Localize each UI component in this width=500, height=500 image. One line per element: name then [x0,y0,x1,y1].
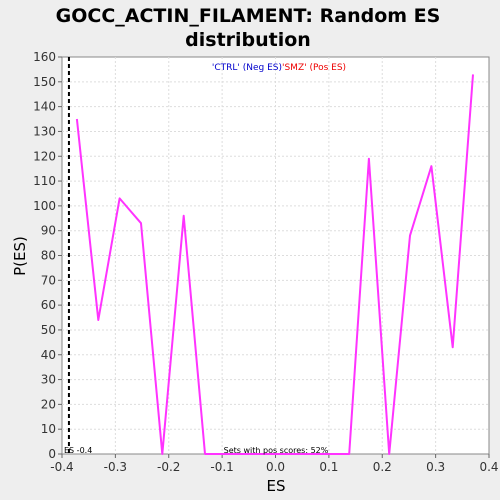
chart-title-line1: GOCC_ACTIN_FILAMENT: Random ES [56,5,441,27]
x-tick-label: -0.1 [210,460,233,474]
y-tick-label: 10 [41,422,56,436]
y-axis-title: P(ES) [11,236,29,276]
x-tick-label: -0.2 [157,460,180,474]
y-tick-label: 100 [33,199,56,213]
x-tick-label: -0.4 [50,460,73,474]
x-axis: -0.4 -0.3 -0.2 -0.1 0.0 0.1 0.2 0.3 0.4 [50,454,499,474]
y-axis: 0 10 20 30 40 50 60 70 80 90 100 110 120 130 140 150 160 [33,50,62,461]
y-tick-label: 50 [41,323,56,337]
x-axis-title: ES [267,477,286,495]
legend-neg-label: 'CTRL' (Neg ES) [212,63,282,73]
x-tick-label: -0.3 [104,460,127,474]
legend-pos-label: 'SMZ' (Pos ES) [282,63,346,73]
x-tick-label: 0.3 [426,460,445,474]
grid [62,57,489,454]
x-tick-label: 0.0 [266,460,285,474]
annotation-left: ES -0.4 [64,446,92,455]
x-tick-label: 0.1 [319,460,338,474]
y-tick-label: 90 [41,224,56,238]
y-tick-label: 80 [41,249,56,263]
annotation-center: Sets with pos scores: 52% [224,446,329,455]
y-tick-label: 70 [41,273,56,287]
y-tick-label: 60 [41,298,56,312]
y-tick-label: 0 [48,447,56,461]
y-tick-label: 40 [41,348,56,362]
x-tick-label: 0.4 [479,460,498,474]
series-line [75,74,474,455]
y-tick-label: 150 [33,75,56,89]
y-tick-label: 20 [41,397,56,411]
chart-title-line2: distribution [185,29,311,51]
y-tick-label: 120 [33,149,56,163]
y-tick-label: 160 [33,50,56,64]
series-layer [75,74,474,455]
y-tick-label: 130 [33,124,56,138]
y-tick-label: 30 [41,373,56,387]
y-tick-label: 140 [33,100,56,114]
x-tick-label: 0.2 [373,460,392,474]
y-tick-label: 110 [33,174,56,188]
